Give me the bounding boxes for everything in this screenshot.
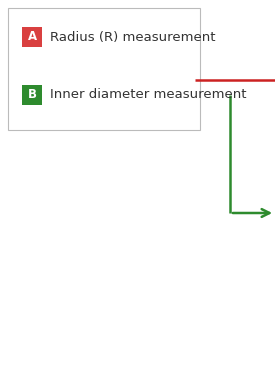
Text: Inner diameter measurement: Inner diameter measurement [50, 89, 246, 102]
Text: Radius (R) measurement: Radius (R) measurement [50, 30, 216, 43]
Text: A: A [28, 30, 37, 43]
Bar [22, 27, 42, 47]
Bar [22, 85, 42, 105]
Text: B: B [28, 89, 37, 102]
Bar [8, 8, 200, 130]
